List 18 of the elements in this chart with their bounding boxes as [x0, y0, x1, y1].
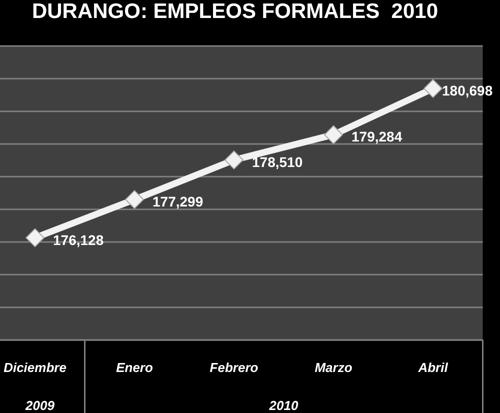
data-label: 180,698 — [442, 82, 493, 99]
x-tick-label: Diciembre — [4, 360, 66, 375]
chart-title: DURANGO: EMPLEOS FORMALES 2010 — [32, 0, 438, 23]
text: 2010 — [268, 398, 299, 413]
x-tick-label: Enero — [116, 360, 153, 375]
point — [324, 125, 343, 144]
x-tick-label: Febrero — [210, 360, 258, 375]
text: 2009 — [24, 398, 56, 413]
point — [224, 150, 244, 170]
data-label: 179,284 — [352, 128, 402, 145]
x-tick-label: Abril — [417, 360, 448, 375]
data-label: 176,128 — [53, 232, 104, 248]
data-label: 177,299 — [152, 194, 204, 210]
point — [424, 79, 442, 98]
data-label: 178,510 — [252, 154, 303, 170]
x-tick-label: Marzo — [314, 360, 352, 375]
point — [26, 228, 44, 248]
point — [125, 190, 144, 209]
